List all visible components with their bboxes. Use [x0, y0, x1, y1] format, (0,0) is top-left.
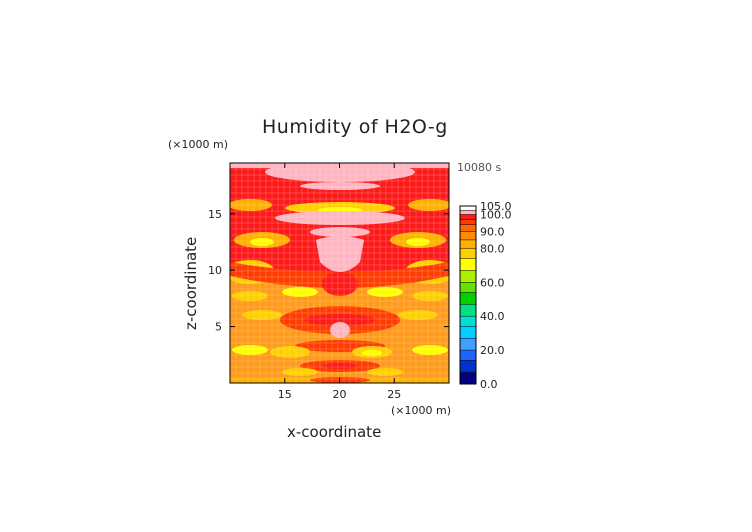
colorbar-swatch	[460, 258, 476, 271]
colorbar-swatch	[460, 316, 476, 327]
colorbar-swatch	[460, 231, 476, 240]
x-unit-label: (×1000 m)	[391, 404, 452, 417]
colorbar-swatch	[460, 224, 476, 232]
colorbar-label: 40.0	[480, 310, 505, 323]
colorbar-label: 105.0	[480, 200, 512, 213]
colorbar-swatch	[460, 270, 476, 283]
colorbar-swatch	[460, 210, 476, 215]
colorbar-swatch	[460, 304, 476, 317]
z-unit-label: (×1000 m)	[168, 138, 229, 151]
x-tick-label: 20	[333, 388, 347, 401]
y-tick-label: 10	[208, 264, 222, 277]
colorbar-swatch	[460, 350, 476, 361]
axis-ticks: 15 20 25 5 10 15	[208, 163, 449, 401]
colorbar-swatch	[460, 219, 476, 225]
colorbar-swatch	[460, 206, 476, 211]
colorbar-swatch	[460, 326, 476, 339]
colorbar-swatch	[460, 372, 476, 384]
colorbar-label: 100.0	[480, 208, 512, 221]
colorbar-label: 90.0	[480, 225, 505, 238]
time-label: 10080 s	[457, 161, 502, 174]
colorbar-swatch	[460, 248, 476, 259]
colorbar-frame	[459, 205, 477, 385]
colorbar-label: 80.0	[480, 242, 505, 255]
colorbar-swatch	[460, 292, 476, 305]
x-tick-label: 25	[387, 388, 401, 401]
colorbar-swatch	[460, 239, 476, 249]
colorbar-label: 20.0	[480, 344, 505, 357]
x-tick-label: 15	[278, 388, 292, 401]
y-tick-label: 15	[208, 208, 222, 221]
colorbar-label: 0.0	[480, 378, 498, 391]
colorbar-swatch	[460, 282, 476, 293]
colorbar-swatch	[460, 214, 476, 220]
x-axis-label: x-coordinate	[287, 423, 382, 441]
colorbar-swatch	[460, 360, 476, 373]
chart-title: Humidity of H2O-g	[262, 116, 448, 138]
colorbar-label: 60.0	[480, 276, 505, 289]
heatmap-field	[230, 163, 449, 383]
y-tick-label: 5	[215, 321, 222, 334]
colorbar-swatch	[460, 338, 476, 351]
